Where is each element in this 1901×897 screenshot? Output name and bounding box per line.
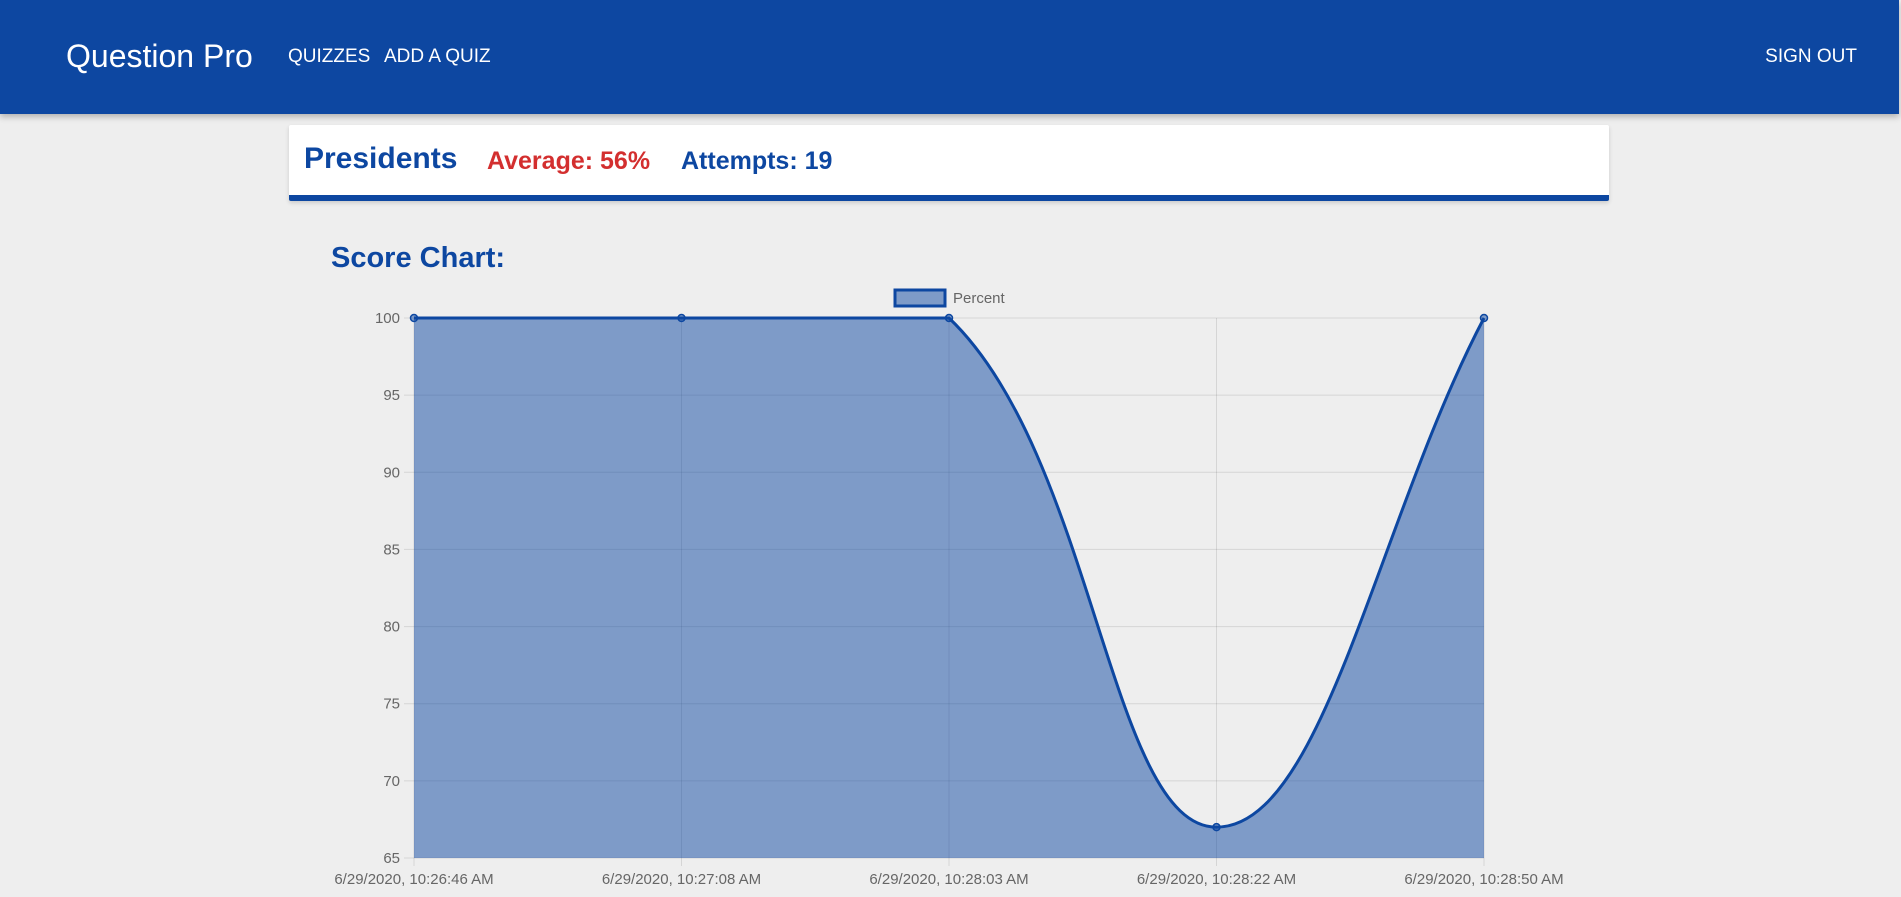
x-tick-label: 6/29/2020, 10:28:22 AM [1137, 871, 1296, 888]
data-point [944, 313, 954, 323]
y-tick-label: 95 [383, 387, 400, 404]
y-tick-label: 85 [383, 541, 400, 558]
y-tick-label: 75 [383, 696, 400, 713]
data-point [409, 313, 419, 323]
data-point [677, 313, 686, 323]
y-tick-label: 70 [383, 773, 400, 790]
y-tick-label: 65 [383, 850, 400, 867]
x-tick-label: 6/29/2020, 10:27:08 AM [602, 871, 761, 888]
nav-quizzes-link[interactable]: QUIZZES [288, 46, 371, 67]
x-tick-label: 6/29/2020, 10:28:03 AM [869, 871, 1028, 888]
x-tick-label: 6/29/2020, 10:26:46 AM [334, 871, 493, 888]
quiz-title: Presidents [304, 142, 458, 175]
nav-sign-out-link[interactable]: SIGN OUT [1765, 46, 1857, 67]
y-tick-label: 100 [375, 310, 400, 327]
series-area-fill [414, 318, 1484, 858]
quiz-summary-card: Presidents Average: 56% Attempts: 19 [289, 125, 1609, 201]
score-chart-heading: Score Chart: [331, 242, 506, 274]
y-tick-label: 90 [383, 464, 400, 481]
brand-logo-link[interactable]: Question Pro [66, 38, 253, 74]
data-point [1212, 822, 1221, 832]
top-navbar: Question Pro QUIZZES ADD A QUIZ SIGN OUT [0, 0, 1899, 114]
x-tick-label: 6/29/2020, 10:28:50 AM [1404, 871, 1563, 888]
data-point [1479, 313, 1489, 323]
nav-add-quiz-link[interactable]: ADD A QUIZ [384, 46, 491, 67]
legend-swatch [893, 288, 947, 308]
quiz-attempts: Attempts: 19 [681, 147, 833, 175]
series-line-percent [414, 316, 1486, 829]
signout-container: SIGN OUT [1765, 46, 1857, 68]
quiz-average: Average: 56% [487, 147, 651, 175]
legend-label-percent: Percent [953, 290, 1006, 307]
y-tick-label: 80 [383, 619, 400, 636]
